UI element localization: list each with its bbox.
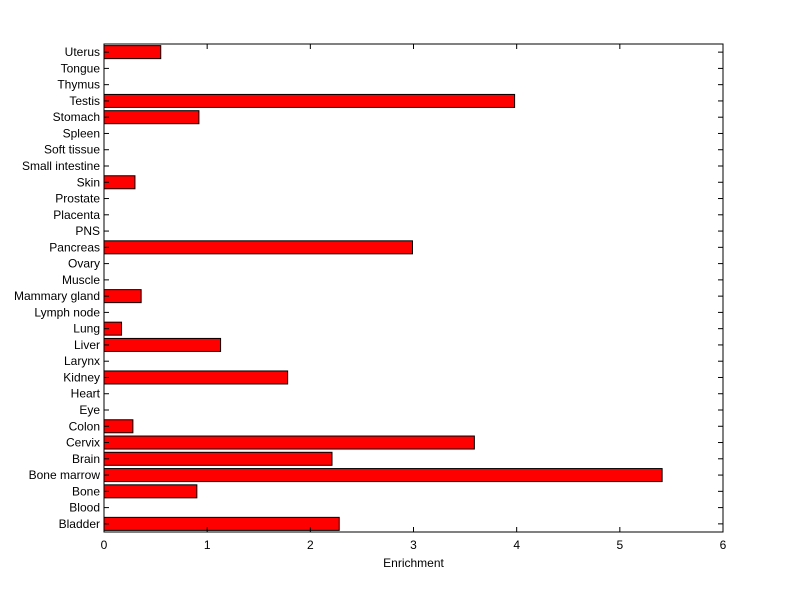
bar-cervix bbox=[103, 435, 475, 450]
y-tick-label-kidney: Kidney bbox=[63, 370, 100, 384]
y-tick-label-thymus: Thymus bbox=[57, 78, 100, 92]
y-tick-label-heart: Heart bbox=[71, 387, 101, 401]
bar-stomach bbox=[103, 110, 200, 125]
bar-testis bbox=[103, 93, 516, 108]
bar-bone bbox=[103, 484, 198, 499]
y-tick-label-small-intestine: Small intestine bbox=[22, 159, 100, 173]
y-tick-label-bone: Bone bbox=[72, 484, 100, 498]
y-tick-label-tongue: Tongue bbox=[61, 61, 101, 75]
y-tick-label-pns: PNS bbox=[75, 224, 100, 238]
y-tick-label-larynx: Larynx bbox=[64, 354, 100, 368]
y-tick-label-brain: Brain bbox=[72, 452, 100, 466]
y-tick-label-mammary-gland: Mammary gland bbox=[14, 289, 100, 303]
x-tick-label: 1 bbox=[204, 538, 211, 552]
y-tick-label-bone-marrow: Bone marrow bbox=[29, 468, 101, 482]
y-tick-label-eye: Eye bbox=[79, 403, 100, 417]
y-tick-label-blood: Blood bbox=[69, 501, 100, 515]
bar-uterus bbox=[103, 45, 162, 60]
y-tick-label-stomach: Stomach bbox=[53, 110, 100, 124]
y-tick-label-spleen: Spleen bbox=[63, 126, 100, 140]
x-tick-label: 4 bbox=[513, 538, 520, 552]
bar-liver bbox=[103, 337, 222, 352]
y-tick-label-uterus: Uterus bbox=[65, 45, 100, 59]
bars-group bbox=[103, 45, 663, 531]
plot-frame bbox=[103, 43, 724, 533]
y-tick-label-soft-tissue: Soft tissue bbox=[44, 143, 100, 157]
x-axis-title: Enrichment bbox=[383, 556, 444, 570]
x-tick-label: 5 bbox=[616, 538, 623, 552]
x-tick-label: 3 bbox=[410, 538, 417, 552]
y-tick-label-ovary: Ovary bbox=[68, 257, 100, 271]
x-tick-label: 2 bbox=[307, 538, 314, 552]
y-tick-label-colon: Colon bbox=[69, 419, 100, 433]
x-tick-label: 0 bbox=[101, 538, 108, 552]
y-tick-label-cervix: Cervix bbox=[66, 436, 100, 450]
bar-mammary-gland bbox=[103, 289, 142, 304]
x-tick-label: 6 bbox=[720, 538, 727, 552]
y-tick-label-liver: Liver bbox=[74, 338, 100, 352]
y-tick-label-testis: Testis bbox=[69, 94, 100, 108]
y-tick-label-lung: Lung bbox=[73, 322, 100, 336]
bar-pancreas bbox=[103, 240, 413, 255]
y-tick-label-lymph-node: Lymph node bbox=[34, 305, 100, 319]
bar-kidney bbox=[103, 370, 289, 385]
y-tick-label-skin: Skin bbox=[77, 175, 100, 189]
y-tick-group: Bladder Blood Bone Bone marrow Brain Cervix Co… bbox=[14, 45, 723, 531]
y-tick-label-pancreas: Pancreas bbox=[49, 240, 100, 254]
bar-bladder bbox=[103, 516, 340, 531]
y-tick-label-muscle: Muscle bbox=[62, 273, 100, 287]
y-tick-label-placenta: Placenta bbox=[53, 208, 100, 222]
bar-bone-marrow bbox=[103, 468, 663, 483]
y-tick-label-prostate: Prostate bbox=[55, 192, 100, 206]
y-tick-label-bladder: Bladder bbox=[59, 517, 100, 531]
bar-brain bbox=[103, 451, 333, 466]
